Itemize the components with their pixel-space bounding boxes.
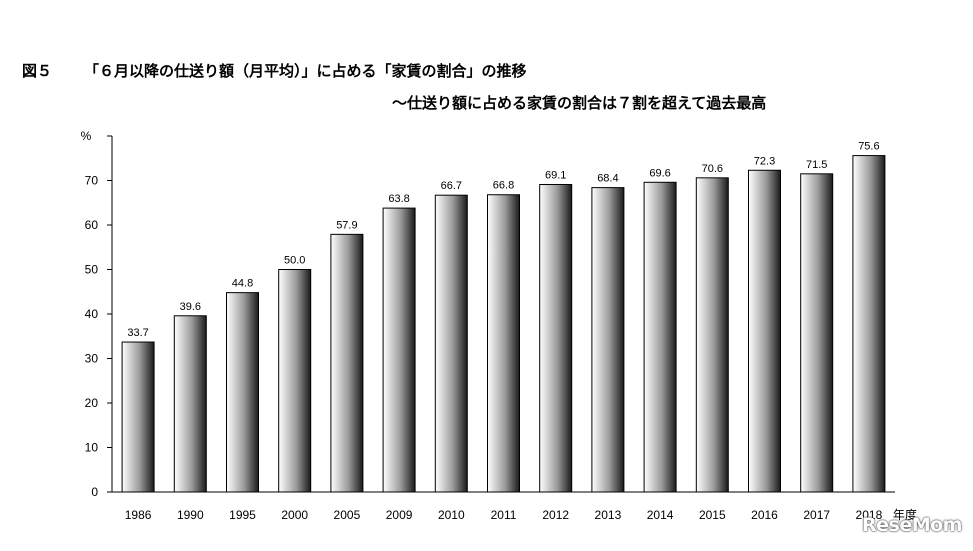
y-tick-label: 70 xyxy=(85,174,99,188)
bar xyxy=(278,269,312,493)
y-tick-label: 50 xyxy=(85,263,99,277)
bar xyxy=(591,187,625,493)
x-tick-label: 1990 xyxy=(177,508,204,522)
data-label: 63.8 xyxy=(388,193,409,205)
data-label: 72.3 xyxy=(754,155,775,167)
data-label: 66.7 xyxy=(441,180,462,192)
bar xyxy=(748,169,781,493)
data-label: 33.7 xyxy=(127,327,148,339)
bar xyxy=(539,184,573,493)
x-tick-label: 2016 xyxy=(751,508,778,522)
data-label: 39.6 xyxy=(180,301,201,313)
x-tick-label: 2012 xyxy=(542,508,569,522)
chart-subtitle: ～仕送り額に占める家賃の割合は７割を超えて過去最高 xyxy=(392,94,767,112)
bar xyxy=(173,315,207,493)
y-tick-label: 0 xyxy=(91,485,98,499)
x-tick-label: 1995 xyxy=(229,508,256,522)
data-label: 75.6 xyxy=(858,141,879,153)
title-text: 「６月以降の仕送り額（月平均）」に占める「家賃の割合」の推移 xyxy=(84,62,527,80)
x-tick-label: 1986 xyxy=(125,508,152,522)
x-tick-label: 2018 xyxy=(856,508,883,522)
data-label: 70.6 xyxy=(702,163,723,175)
y-tick-label: 30 xyxy=(85,352,99,366)
x-tick-label: 2005 xyxy=(334,508,361,522)
x-tick-label: 2000 xyxy=(281,508,308,522)
y-tick-label: 10 xyxy=(85,441,99,455)
bar xyxy=(121,341,155,493)
data-label: 71.5 xyxy=(806,159,827,171)
data-label: 69.1 xyxy=(545,170,566,182)
data-label: 44.8 xyxy=(232,278,253,290)
x-tick-label: 2017 xyxy=(803,508,830,522)
data-label: 66.8 xyxy=(493,180,514,192)
bar xyxy=(330,233,364,493)
bar xyxy=(382,207,416,493)
data-label: 50.0 xyxy=(284,255,305,267)
x-tick-label: 2010 xyxy=(438,508,465,522)
bar xyxy=(852,155,886,493)
bar xyxy=(487,194,520,493)
data-label: 57.9 xyxy=(336,219,357,231)
x-tick-label: 2011 xyxy=(491,508,517,522)
y-tick-label: 40 xyxy=(85,307,99,321)
x-axis: 1986 1990 1995 2000 2005 2009 2010 2011 2012 2013… xyxy=(112,491,917,522)
data-label: 69.6 xyxy=(649,167,670,179)
bar xyxy=(643,181,677,493)
chart-title: 図５ 「６月以降の仕送り額（月平均）」に占める「家賃の割合」の推移 xyxy=(22,60,527,81)
bar xyxy=(695,177,729,493)
data-label: 68.4 xyxy=(597,173,618,185)
x-tick-label: 2015 xyxy=(699,508,726,522)
y-axis-unit-label: % xyxy=(81,129,92,143)
x-axis-unit-label: 年度 xyxy=(893,507,917,522)
x-tick-label: 2014 xyxy=(647,508,674,522)
x-tick-label: 2013 xyxy=(595,508,622,522)
x-tick-label: 2009 xyxy=(386,508,413,522)
y-axis: 0 10 20 30 40 50 60 70% xyxy=(81,129,113,499)
bar xyxy=(800,173,834,493)
watermark-logo: ReseMom xyxy=(862,514,962,536)
bars: 33.7 39.6 44.8 50.0 57.9 63.8 66.7 66.8 69.1 68.4… xyxy=(121,141,886,493)
figure-label: 図５ xyxy=(22,62,53,80)
y-tick-label: 60 xyxy=(85,218,99,232)
y-tick-label: 20 xyxy=(85,396,99,410)
bar xyxy=(226,292,259,493)
bar xyxy=(434,194,468,493)
